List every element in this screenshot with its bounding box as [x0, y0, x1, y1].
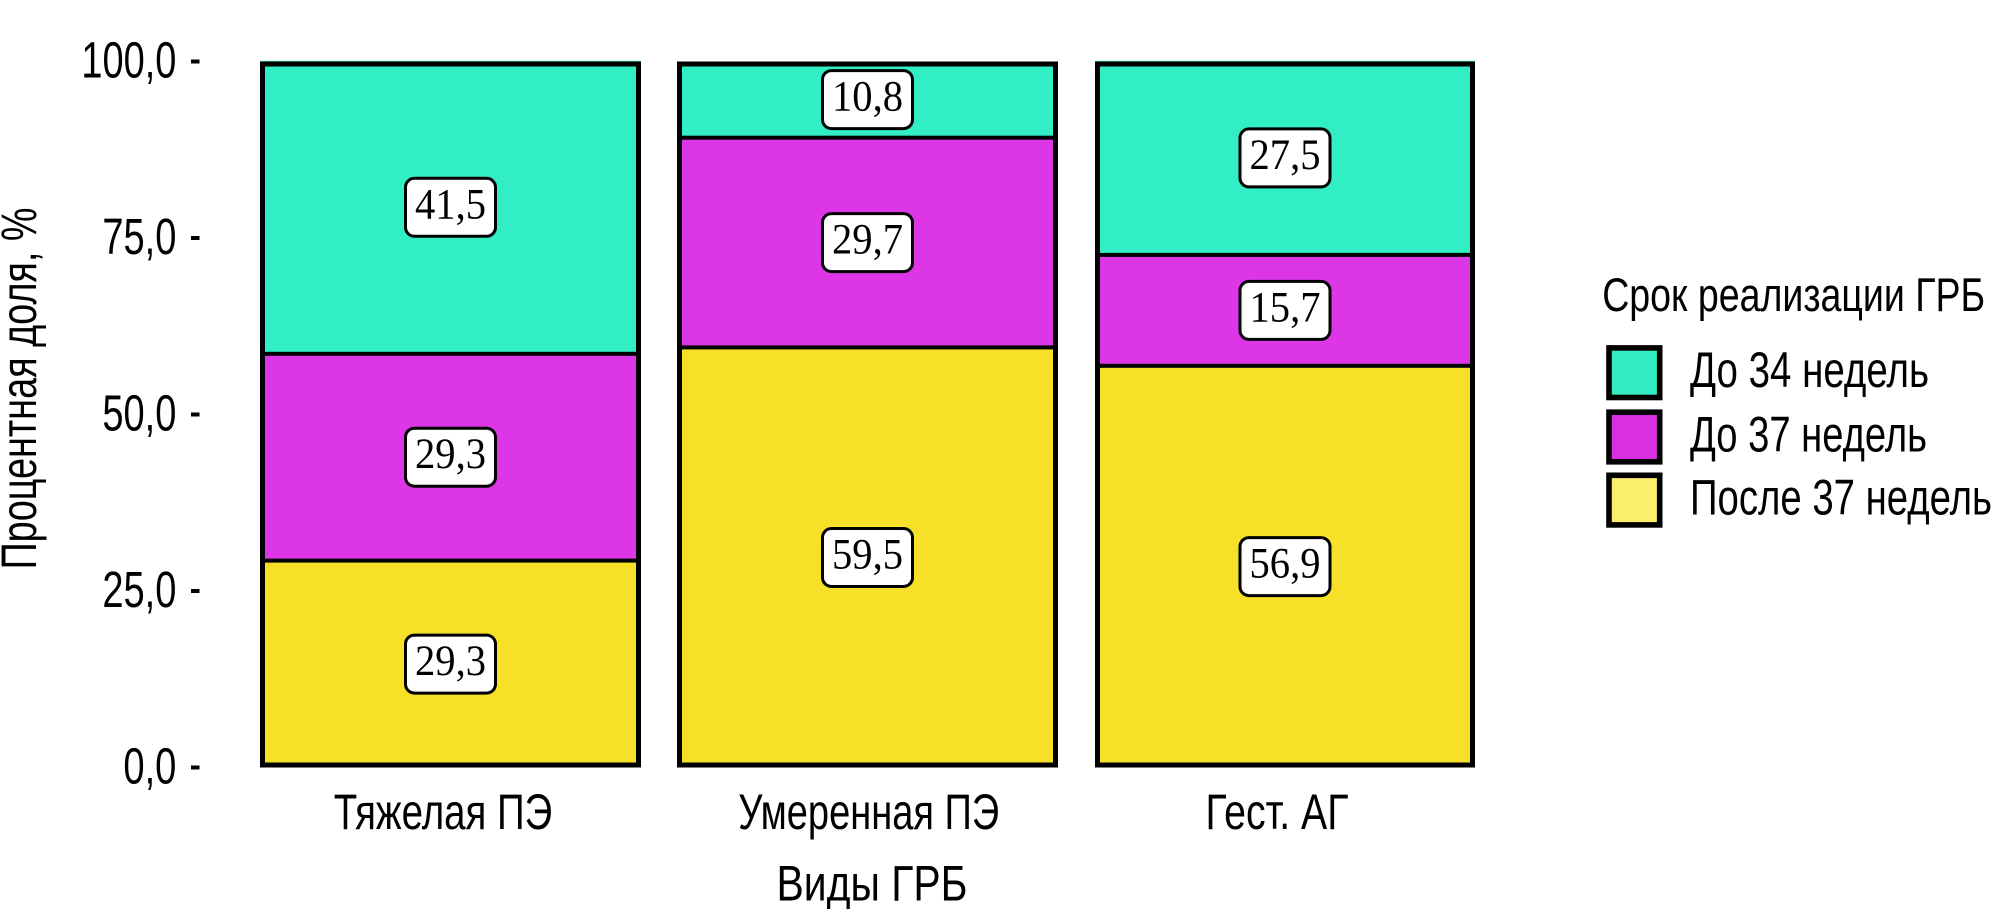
svg-text:0,0: 0,0 [123, 737, 176, 794]
svg-text:50,0: 50,0 [102, 384, 176, 441]
svg-text:Тяжелая ПЭ: Тяжелая ПЭ [334, 784, 552, 840]
svg-text:27,5: 27,5 [1250, 132, 1321, 179]
svg-text:Срок реализации ГРБ: Срок реализации ГРБ [1602, 268, 1985, 321]
svg-text:До 34 недель: До 34 недель [1690, 342, 1929, 398]
svg-text:После 37 недель: После 37 недель [1690, 470, 1991, 526]
svg-text:15,7: 15,7 [1250, 284, 1321, 331]
svg-text:Умеренная ПЭ: Умеренная ПЭ [738, 784, 999, 840]
svg-text:Виды ГРБ: Виды ГРБ [777, 856, 968, 909]
svg-text:59,5: 59,5 [832, 532, 903, 579]
svg-text:До 37 недель: До 37 недель [1690, 406, 1927, 462]
svg-text:29,3: 29,3 [415, 431, 486, 478]
svg-text:41,5: 41,5 [415, 181, 486, 228]
svg-text:56,9: 56,9 [1250, 541, 1321, 588]
svg-text:Гест. АГ: Гест. АГ [1206, 784, 1349, 840]
svg-text:10,8: 10,8 [832, 74, 903, 121]
svg-text:29,7: 29,7 [832, 217, 903, 264]
svg-text:100,0: 100,0 [81, 31, 176, 88]
svg-text:Процентная доля, %: Процентная доля, % [0, 208, 47, 570]
svg-text:75,0: 75,0 [102, 208, 176, 265]
svg-text:25,0: 25,0 [102, 561, 176, 618]
svg-text:29,3: 29,3 [415, 638, 486, 685]
